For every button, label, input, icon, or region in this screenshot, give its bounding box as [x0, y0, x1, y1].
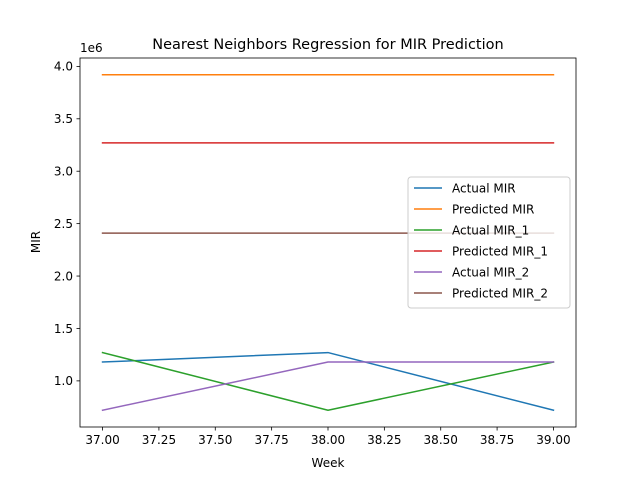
y-tick-label: 1.5: [54, 322, 73, 336]
legend-label: Predicted MIR_2: [452, 287, 548, 301]
y-tick-label: 2.5: [54, 217, 73, 231]
x-tick-label: 38.50: [424, 433, 458, 447]
x-axis-label: Week: [312, 456, 345, 470]
x-tick-label: 38.00: [311, 433, 345, 447]
y-tick-label: 2.0: [54, 269, 73, 283]
x-tick-label: 39.00: [536, 433, 570, 447]
y-tick-label: 1.0: [54, 374, 73, 388]
legend-label: Actual MIR_2: [452, 266, 529, 280]
x-tick-label: 38.25: [367, 433, 401, 447]
legend-frame: [407, 176, 571, 309]
legend-label: Actual MIR: [452, 182, 516, 196]
y-tick-label: 3.5: [54, 112, 73, 126]
y-axis-label: MIR: [29, 231, 43, 253]
series-line-5: [101, 361, 555, 412]
legend-label: Actual MIR_1: [452, 224, 529, 238]
series-line-3: [101, 351, 555, 411]
x-tick-label: 37.00: [85, 433, 119, 447]
x-tick-label: 37.25: [142, 433, 176, 447]
y-axis-offset-label: 1e6: [80, 41, 103, 55]
x-tick-label: 37.50: [198, 433, 232, 447]
x-tick-label: 37.75: [254, 433, 288, 447]
chart-title: Nearest Neighbors Regression for MIR Pre…: [152, 37, 503, 53]
plot-area: 37.00 37.25 37.50 37.75 38.00 38.25 38.50 38.75…: [54, 57, 577, 447]
legend-label: Predicted MIR_1: [452, 245, 548, 259]
y-tick-label: 3.0: [54, 165, 73, 179]
y-tick-label: 4.0: [54, 60, 73, 74]
legend: Actual MIR Predicted MIR Actual MIR_1 Predi…: [407, 176, 571, 309]
legend-label: Predicted MIR: [452, 203, 534, 217]
series-line-1: [101, 351, 555, 412]
x-tick-label: 38.75: [480, 433, 514, 447]
